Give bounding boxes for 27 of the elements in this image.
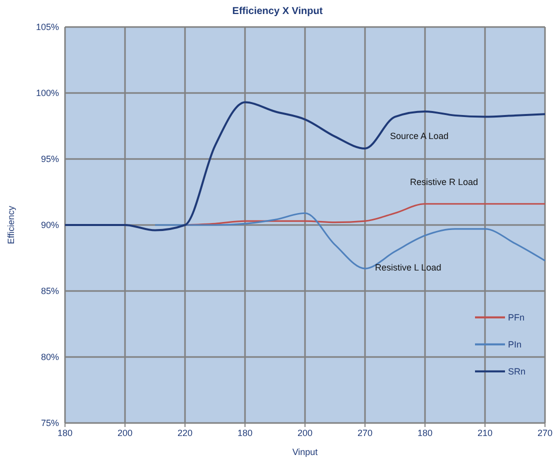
x-tick-label: 220 xyxy=(177,428,193,438)
x-tick-label: 180 xyxy=(237,428,253,438)
y-tick-label: 75% xyxy=(40,418,59,428)
x-tick-label: 200 xyxy=(117,428,133,438)
legend-label: SRn xyxy=(508,366,526,376)
y-tick-label: 80% xyxy=(40,352,59,362)
chart-title: Efficiency X Vinput xyxy=(232,6,324,17)
annotation: Resistive R Load xyxy=(410,177,478,188)
x-tick-label: 200 xyxy=(297,428,313,438)
x-axis-title: Vinput xyxy=(292,447,318,457)
x-tick-label: 210 xyxy=(477,428,493,438)
x-tick-label: 180 xyxy=(57,428,73,438)
x-tick-label: 270 xyxy=(357,428,373,438)
annotation: Source A Load xyxy=(390,130,449,141)
legend-label: PFn xyxy=(508,312,525,322)
y-tick-label: 100% xyxy=(36,88,59,98)
legend-label: PIn xyxy=(508,339,522,350)
line-series xyxy=(154,212,546,270)
y-tick-label: 90% xyxy=(40,220,59,230)
y-tick-label: 85% xyxy=(40,286,59,296)
y-axis-title: Efficiency xyxy=(6,205,16,244)
x-tick-label: 270 xyxy=(537,428,553,438)
x-tick-label: 180 xyxy=(417,428,433,438)
annotation: Resistive L Load xyxy=(375,262,442,273)
line-series xyxy=(64,101,546,232)
y-tick-label: 105% xyxy=(36,22,59,32)
y-tick-label: 95% xyxy=(40,154,59,164)
